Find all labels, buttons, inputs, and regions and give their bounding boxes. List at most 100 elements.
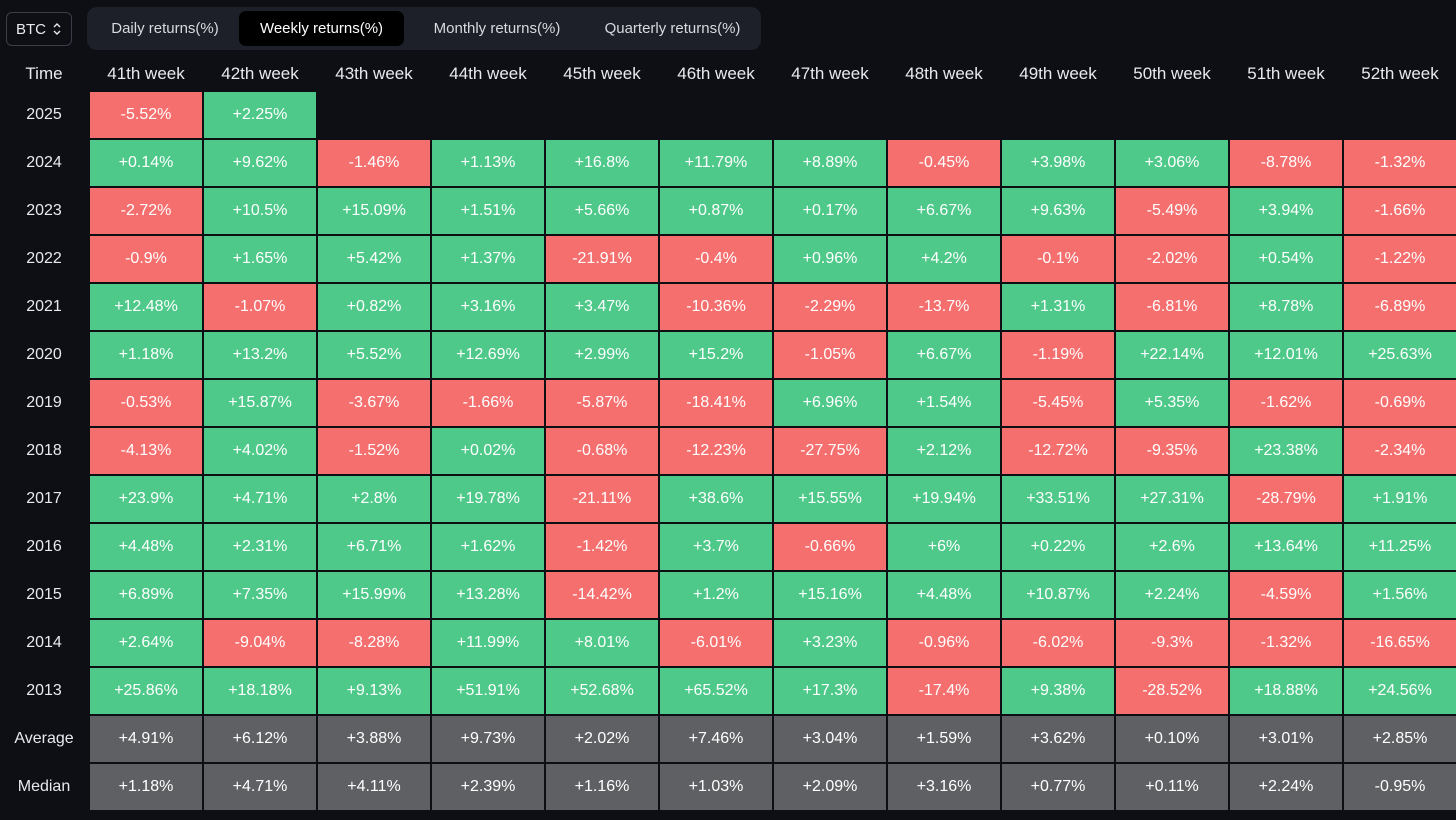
summary-cell: -0.95% [1344,764,1456,810]
summary-cell: +1.16% [546,764,658,810]
summary-cell: +2.02% [546,716,658,762]
return-cell: +15.55% [774,476,886,522]
return-cell: -27.75% [774,428,886,474]
return-cell: -9.04% [204,620,316,666]
return-cell: +19.94% [888,476,1000,522]
return-cell: -8.78% [1230,140,1342,186]
return-cell: -8.28% [318,620,430,666]
tab-daily-returns[interactable]: Daily returns(%) [111,20,219,37]
return-cell: +9.63% [1002,188,1114,234]
return-cell: +11.99% [432,620,544,666]
return-cell: +22.14% [1116,332,1228,378]
year-label: 2021 [26,298,62,315]
summary-label: Average [14,730,74,747]
week-column-header: 47th week [791,64,869,83]
summary-cell: +1.18% [90,764,202,810]
summary-cell: +2.39% [432,764,544,810]
return-cell: -14.42% [546,572,658,618]
return-cell: -16.65% [1344,620,1456,666]
return-cell: +2.64% [90,620,202,666]
return-cell: +12.48% [90,284,202,330]
summary-cell: +4.11% [318,764,430,810]
week-column-header: 51th week [1247,64,1325,83]
return-cell: +3.06% [1116,140,1228,186]
week-column-header: 48th week [905,64,983,83]
return-cell: +1.2% [660,572,772,618]
year-label: 2019 [26,394,62,411]
summary-cell: +3.01% [1230,716,1342,762]
return-cell: +1.54% [888,380,1000,426]
return-cell: +27.31% [1116,476,1228,522]
return-cell: -0.66% [774,524,886,570]
return-cell: +0.22% [1002,524,1114,570]
return-cell: +23.38% [1230,428,1342,474]
time-column-header: Time [25,64,63,83]
summary-cell: +7.46% [660,716,772,762]
return-cell: -0.69% [1344,380,1456,426]
return-cell: +0.17% [774,188,886,234]
return-cell: +15.09% [318,188,430,234]
return-cell: +9.62% [204,140,316,186]
week-column-header: 45th week [563,64,641,83]
empty-cell [546,92,658,138]
return-cell: +0.87% [660,188,772,234]
tab-quarterly-returns[interactable]: Quarterly returns(%) [604,20,741,37]
week-column-header: 46th week [677,64,755,83]
summary-cell: +9.73% [432,716,544,762]
return-cell: -3.67% [318,380,430,426]
return-cell: +2.12% [888,428,1000,474]
tab-monthly-returns[interactable]: Monthly returns(%) [433,20,561,37]
return-cell: +13.64% [1230,524,1342,570]
week-column-header: 49th week [1019,64,1097,83]
return-cell: +11.25% [1344,524,1456,570]
return-cell: -1.32% [1344,140,1456,186]
weekly-returns-table: Time 41th week 42th week 43th week 44th week… [0,58,1456,810]
year-label: 2016 [26,538,62,555]
return-cell: +16.8% [546,140,658,186]
return-cell: +6.71% [318,524,430,570]
summary-cell: +3.04% [774,716,886,762]
return-cell: +12.69% [432,332,544,378]
return-cell: +6.67% [888,188,1000,234]
summary-cell: +4.71% [204,764,316,810]
return-cell: -1.52% [318,428,430,474]
return-cell: -1.32% [1230,620,1342,666]
return-cell: +0.14% [90,140,202,186]
return-cell: -21.11% [546,476,658,522]
summary-cell: +2.85% [1344,716,1456,762]
year-label: 2022 [26,250,62,267]
tab-weekly-returns[interactable]: Weekly returns(%) [239,11,404,46]
return-cell: +3.23% [774,620,886,666]
return-cell: +2.24% [1116,572,1228,618]
return-cell: +4.71% [204,476,316,522]
return-cell: +0.02% [432,428,544,474]
return-cell: +23.9% [90,476,202,522]
week-column-header: 52th week [1361,64,1439,83]
return-cell: +3.98% [1002,140,1114,186]
summary-cell: +3.62% [1002,716,1114,762]
return-cell: +6.89% [90,572,202,618]
asset-select[interactable]: BTC [6,12,72,46]
return-cell: -0.68% [546,428,658,474]
week-column-header: 44th week [449,64,527,83]
return-cell: -1.42% [546,524,658,570]
return-cell: +8.01% [546,620,658,666]
return-cell: +1.31% [1002,284,1114,330]
return-cell: +8.78% [1230,284,1342,330]
return-cell: +6.67% [888,332,1000,378]
return-cell: -0.96% [888,620,1000,666]
return-cell: -4.59% [1230,572,1342,618]
return-cell: +1.56% [1344,572,1456,618]
return-cell: +7.35% [204,572,316,618]
return-cell: +38.6% [660,476,772,522]
return-cell: +6% [888,524,1000,570]
return-cell: +15.87% [204,380,316,426]
return-cell: +5.42% [318,236,430,282]
return-cell: +9.13% [318,668,430,714]
return-cell: -5.52% [90,92,202,138]
return-cell: +13.28% [432,572,544,618]
empty-cell [432,92,544,138]
return-cell: -0.45% [888,140,1000,186]
return-cell: -2.72% [90,188,202,234]
year-label: 2020 [26,346,62,363]
